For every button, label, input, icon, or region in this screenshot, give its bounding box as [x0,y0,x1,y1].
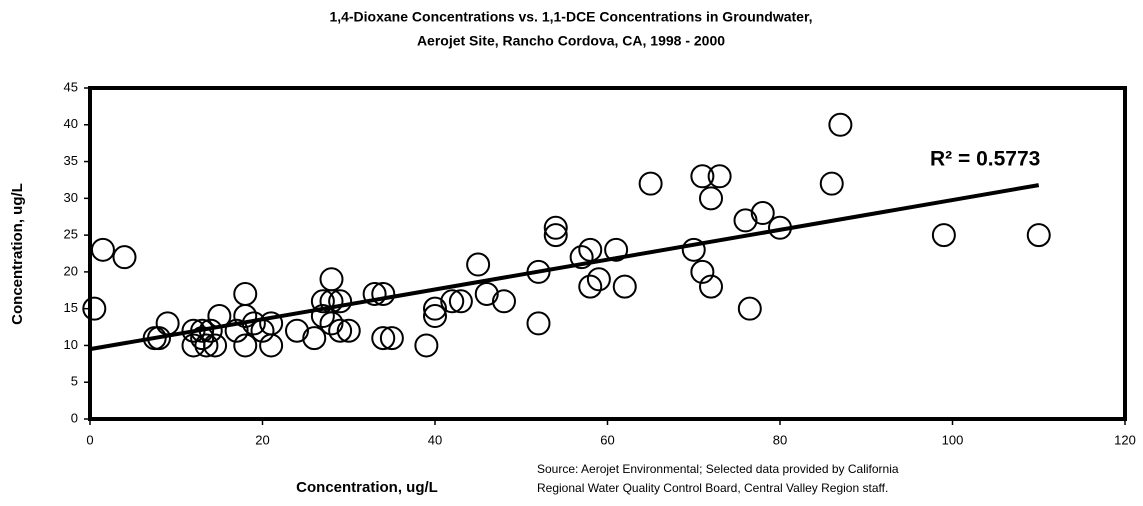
data-point [578,274,603,299]
y-tick-label: 25 [64,227,78,242]
data-point [224,318,249,343]
y-tick-label: 35 [64,153,78,168]
y-axis-label: Concentration, ug/L [9,183,26,325]
y-tick-label: 30 [64,190,78,205]
data-point [681,237,706,262]
x-tick-label: 40 [428,432,442,447]
chart-title: Aerojet Site, Rancho Cordova, CA, 1998 -… [417,33,725,49]
data-point [586,267,611,292]
data-point [828,112,853,137]
data-point [328,289,353,314]
data-point [423,296,447,321]
data-point [492,289,516,314]
data-point [285,318,309,343]
y-tick-label: 40 [64,116,78,131]
data-point [819,171,844,196]
data-point [82,296,107,321]
x-tick-label: 120 [1114,432,1136,447]
y-tick-label: 20 [64,263,78,278]
x-tick-label: 80 [773,432,787,447]
source-note: Source: Aerojet Environmental; Selected … [537,462,899,476]
data-point [302,326,327,351]
y-tick-label: 15 [64,300,78,315]
y-tick-label: 0 [71,410,78,425]
data-point [112,245,137,270]
data-point [362,281,387,306]
data-point [203,333,228,358]
data-point [319,311,344,336]
data-point [638,171,663,196]
data-point [707,164,732,189]
data-point [90,237,115,262]
data-point [233,281,258,306]
x-tick-label: 100 [942,432,964,447]
data-point [569,245,594,270]
data-point [440,289,465,314]
y-tick-label: 5 [71,374,78,389]
data-point [466,252,491,277]
chart-title: 1,4-Dioxane Concentrations vs. 1,1-DCE C… [329,9,812,25]
data-point [733,208,758,233]
r-squared: R² = 0.5773 [930,148,1040,171]
data-point [423,304,447,329]
data-point [612,274,637,299]
data-point [233,304,258,329]
data-point [319,267,344,292]
data-point [310,289,335,314]
data-point [414,333,439,358]
y-tick-label: 45 [64,79,78,94]
data-point [543,215,568,240]
x-tick-label: 0 [86,432,93,447]
data-point [194,333,219,358]
data-point [931,223,956,248]
data-point [310,304,335,329]
x-axis-label: Concentration, ug/L [296,479,438,496]
data-point [190,326,215,351]
data-point [699,274,723,299]
plot-border [88,86,1127,421]
data-point [371,326,396,351]
data-point [690,164,715,189]
data-point [526,311,551,336]
data-point [379,326,404,351]
x-tick-label: 20 [255,432,269,447]
data-point [448,289,473,314]
data-point [604,237,629,262]
data-point [336,318,361,343]
x-tick-label: 60 [600,432,614,447]
data-point [371,281,396,306]
trend-line [89,183,1040,352]
data-point [328,318,353,343]
data-point [233,333,258,358]
data-point [737,296,762,321]
source-note: Regional Water Quality Control Board, Ce… [537,481,888,495]
y-tick-label: 10 [64,337,78,352]
data-point [699,186,723,211]
data-point [690,259,715,284]
data-point [543,223,568,248]
data-point [259,311,284,336]
data-point [474,281,499,306]
data-point [750,201,775,226]
data-point [1026,223,1051,248]
